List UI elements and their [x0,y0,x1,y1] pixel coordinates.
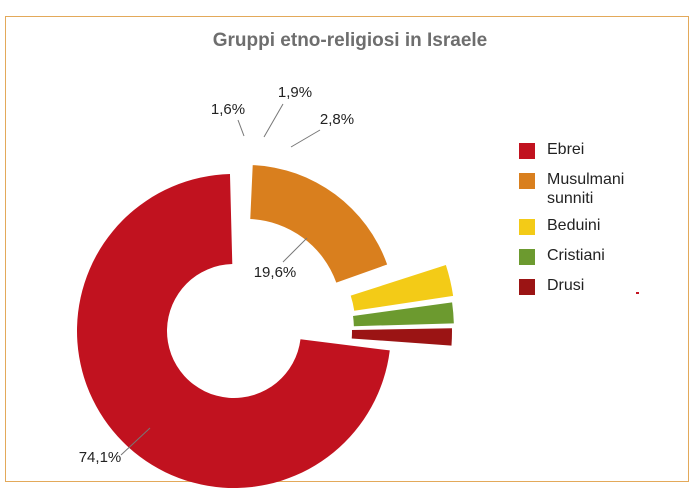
legend-swatch-cristiani [519,249,535,265]
legend-label-ebrei: Ebrei [547,141,585,158]
legend-label-musulmani-sunniti: Musulmani sunniti [547,171,625,207]
leader-line [237,119,245,137]
slice-beduini [350,265,454,311]
legend-item-ebrei: Ebrei [519,140,679,162]
slice-ebrei [77,174,390,488]
legend-item-musulmani-sunniti: Musulmani sunniti [519,170,679,208]
legend-label-drusi: Drusi [547,277,585,294]
legend-swatch-musulmani-sunniti [519,173,535,189]
value-label: 19,6% [254,264,297,281]
slice-drusi [351,328,452,346]
leader-line [290,129,321,148]
value-label: 2,8% [320,111,354,128]
stray-mark [636,292,639,294]
legend-item-drusi: Drusi [519,276,679,298]
legend-label-beduini: Beduini [547,217,601,234]
chart-title: Gruppi etno-religiosi in Israele [212,30,488,51]
slice-cristiani [353,302,454,327]
leader-line [263,103,284,138]
legend-swatch-ebrei [519,143,535,159]
slice-musulmani-sunniti [250,165,388,283]
value-label: 1,9% [278,84,312,101]
legend-swatch-beduini [519,219,535,235]
value-label: 1,6% [211,101,245,118]
legend-swatch-drusi [519,279,535,295]
legend: Ebrei Musulmani sunniti Beduini Cristian… [519,140,679,306]
legend-label-cristiani: Cristiani [547,247,605,264]
legend-item-cristiani: Cristiani [519,246,679,268]
value-label: 74,1% [79,449,122,466]
leader-line [282,237,308,263]
leader-line [120,427,151,456]
legend-item-beduini: Beduini [519,216,679,238]
